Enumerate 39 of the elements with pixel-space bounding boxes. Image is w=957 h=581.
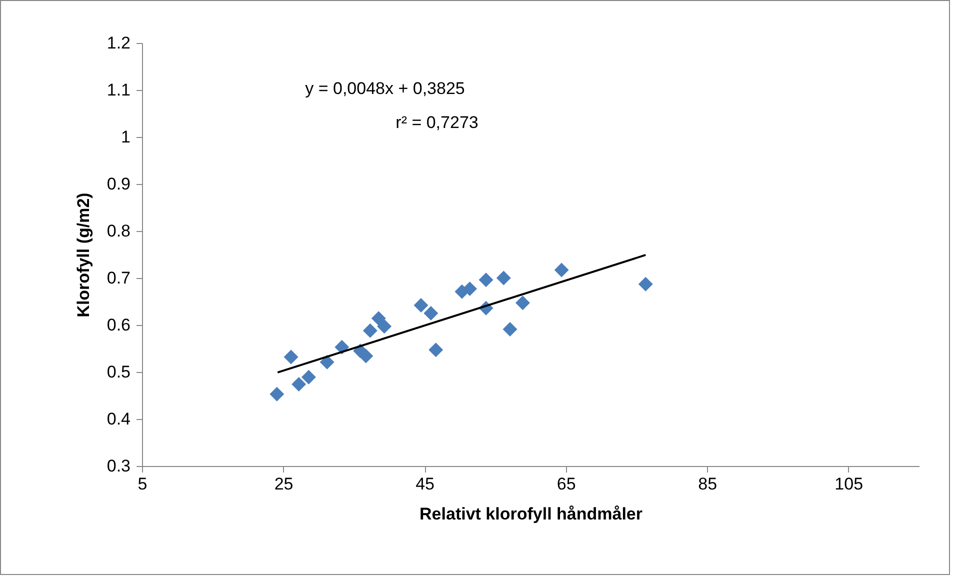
y-tick-label: 1.1: [106, 80, 130, 100]
point: [362, 323, 378, 338]
x-tick-label: 25: [274, 474, 294, 494]
y-tick-label: 0.8: [106, 222, 130, 240]
annotation: y = 0,0048x + 0,3825: [305, 79, 465, 98]
point: [284, 350, 298, 364]
point: [377, 319, 392, 334]
point: [462, 282, 477, 296]
point: [638, 276, 653, 292]
x-tick-label: 5: [138, 474, 148, 494]
point: [270, 386, 284, 402]
y-tick-label: 1.2: [106, 34, 130, 52]
point: [502, 322, 518, 336]
y-tick-label: 0.3: [106, 456, 130, 476]
point: [478, 272, 494, 288]
y-tick-label: 0.4: [106, 410, 130, 428]
point: [320, 354, 334, 370]
point: [414, 298, 428, 313]
y-axis-title: Klorofyll (g/m2): [74, 192, 93, 318]
x-tick-label: 45: [416, 474, 435, 494]
point: [428, 342, 444, 358]
x-axis-title: Relativt klorofyll håndmåler: [420, 504, 643, 524]
x-tick-label: 85: [698, 474, 718, 494]
point: [496, 270, 511, 286]
y-tick-label: 0.5: [106, 362, 130, 382]
point: [424, 306, 438, 320]
point: [371, 311, 386, 326]
y-tick-label: 0.9: [106, 174, 130, 194]
y-tick-label: 0.7: [106, 268, 130, 288]
point: [292, 376, 306, 392]
y-tick-label: 1: [121, 128, 130, 146]
point: [515, 296, 530, 310]
x-tick-label: 65: [556, 474, 576, 494]
y-tick-label: 0.6: [106, 316, 130, 334]
point: [358, 348, 374, 364]
x-tick-label: 105: [834, 474, 864, 494]
point: [554, 262, 569, 278]
point: [301, 370, 316, 384]
annotation: r² = 0,7273: [396, 113, 478, 132]
